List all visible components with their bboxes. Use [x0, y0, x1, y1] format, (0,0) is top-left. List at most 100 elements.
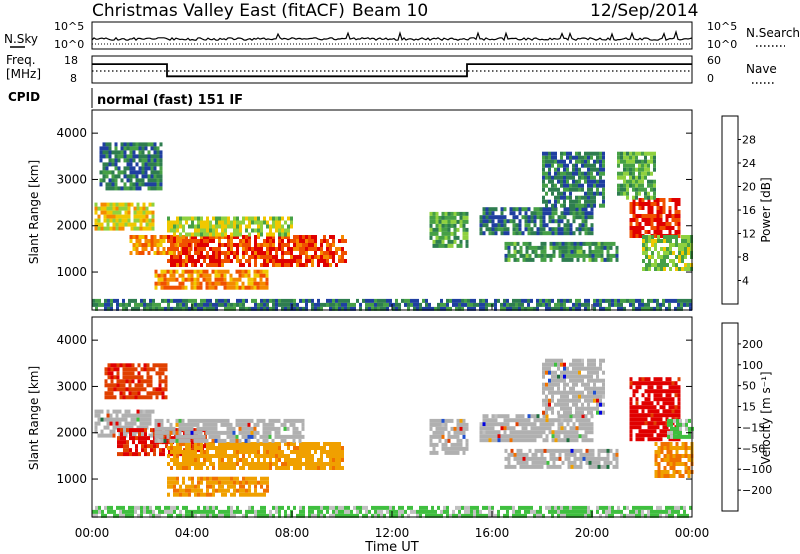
scatter-cell-8 — [494, 207, 498, 212]
scatter-cell-8 — [542, 207, 546, 212]
scatter-cell-5 — [170, 480, 173, 485]
scatter-cell-3 — [254, 466, 257, 470]
scatter-cell-8 — [488, 219, 492, 224]
scatter-cell-4 — [238, 426, 242, 431]
scatter-cell-7 — [429, 418, 433, 423]
scatter-cell-4 — [229, 422, 233, 427]
scatter-cell-4 — [238, 418, 242, 423]
scatter-cell-3 — [236, 216, 239, 221]
scatter-cell-11 — [632, 421, 636, 426]
scatter-cell-3 — [338, 446, 341, 450]
scatter-cell-2 — [144, 444, 147, 449]
scatter-cell-6 — [566, 306, 569, 311]
scatter-cell-6 — [686, 298, 689, 303]
scatter-cell-8 — [569, 426, 573, 431]
scatter-cell-0 — [106, 421, 110, 426]
scatter-cell-6 — [359, 302, 362, 307]
scatter-cell-13 — [623, 151, 626, 156]
scatter-cell-6 — [332, 306, 335, 311]
scatter-cell-2 — [167, 235, 170, 239]
scatter-cell-10 — [596, 378, 599, 383]
scatter-cell-6 — [425, 505, 428, 510]
scatter-cell-6 — [560, 505, 563, 510]
scatter-cell-8 — [533, 430, 537, 435]
scatter-cell-6 — [386, 302, 389, 307]
scatter-cell-6 — [329, 513, 332, 518]
scatter-cell-9 — [576, 245, 580, 250]
scatter-cell-11 — [659, 210, 663, 214]
scatter-cell-5 — [108, 150, 112, 155]
scatter-cell-10 — [590, 191, 593, 196]
scatter-cell-6 — [443, 306, 446, 311]
scatter-cell-1 — [158, 391, 162, 396]
scatter-cell-4 — [226, 281, 230, 286]
scatter-cell-6 — [272, 302, 275, 307]
scatter-cell-6 — [515, 306, 518, 311]
scatter-cell-5 — [153, 178, 157, 183]
scatter-cell-5 — [150, 166, 154, 171]
scatter-cell-6 — [380, 513, 383, 518]
scatter-cell-6 — [338, 513, 341, 518]
scatter-cell-1 — [138, 235, 142, 239]
scatter-cell-8 — [584, 227, 588, 232]
scatter-cell-3 — [230, 458, 233, 462]
scatter-cell-13 — [644, 195, 647, 200]
scatter-cell-5 — [114, 186, 118, 191]
scatter-cell-12 — [675, 235, 678, 239]
scatter-cell-3 — [341, 466, 344, 470]
scatter-cell-12 — [654, 239, 657, 243]
scatter-cell-10 — [581, 378, 584, 383]
scatter-cell-10 — [563, 390, 566, 395]
scatter-cell-5 — [212, 476, 215, 481]
scatter-cell-10 — [575, 195, 578, 200]
scatter-cell-11 — [644, 230, 648, 234]
scatter-cell-6 — [557, 306, 560, 311]
scatter-cell-6 — [92, 513, 95, 518]
scatter-cell-1 — [155, 387, 159, 392]
scatter-cell-7 — [450, 450, 454, 455]
scatter-cell-2 — [197, 251, 200, 255]
scatter-cell-1 — [125, 379, 129, 384]
scatter-cell-0 — [136, 206, 140, 211]
scatter-cell-8 — [521, 438, 525, 443]
scatter-cell-6 — [170, 509, 173, 514]
scatter-cell-5 — [156, 150, 160, 155]
scatter-cell-9 — [570, 452, 574, 457]
scatter-cell-3 — [278, 220, 281, 225]
scatter-cell-9 — [573, 448, 577, 453]
scatter-cell-6 — [581, 302, 584, 307]
scatter-cell-3 — [245, 442, 248, 446]
scatter-cell-10 — [542, 398, 545, 403]
scatter-cell-2 — [311, 259, 314, 263]
scatter-cell-3 — [290, 462, 293, 466]
scatter-cell-4 — [268, 426, 272, 431]
scatter-cell-8 — [551, 227, 555, 232]
scatter-cell-7 — [450, 418, 454, 423]
scatter-cell-12 — [663, 251, 666, 255]
scatter-cell-11 — [665, 214, 669, 218]
scatter-cell-3 — [218, 446, 221, 450]
scatter-cell-10 — [590, 199, 593, 204]
scatter-cell-1 — [116, 367, 120, 372]
scatter-cell-6 — [512, 505, 515, 510]
scatter-cell-5 — [156, 158, 160, 163]
scatter-cell-0 — [133, 421, 137, 426]
scatter-cell-3 — [182, 224, 185, 229]
scatter-cell-10 — [545, 159, 548, 164]
scatter-cell-6 — [527, 509, 530, 514]
scatter-cell-9 — [585, 241, 589, 246]
scatter-cell-6 — [437, 513, 440, 518]
scatter-cell-10 — [596, 179, 599, 184]
scatter-cell-10 — [596, 374, 599, 379]
scatter-cell-7 — [459, 438, 463, 443]
scatter-cell-7 — [438, 223, 442, 228]
scatter-cell-5 — [170, 484, 173, 489]
scatter-cell-8 — [479, 215, 483, 220]
scatter-cell-4 — [229, 430, 233, 435]
scatter-cell-2 — [236, 251, 239, 255]
scatter-cell-10 — [557, 398, 560, 403]
scatter-cell-7 — [456, 219, 460, 224]
scatter-cell-12 — [666, 247, 669, 251]
scatter-cell-4 — [160, 273, 164, 278]
